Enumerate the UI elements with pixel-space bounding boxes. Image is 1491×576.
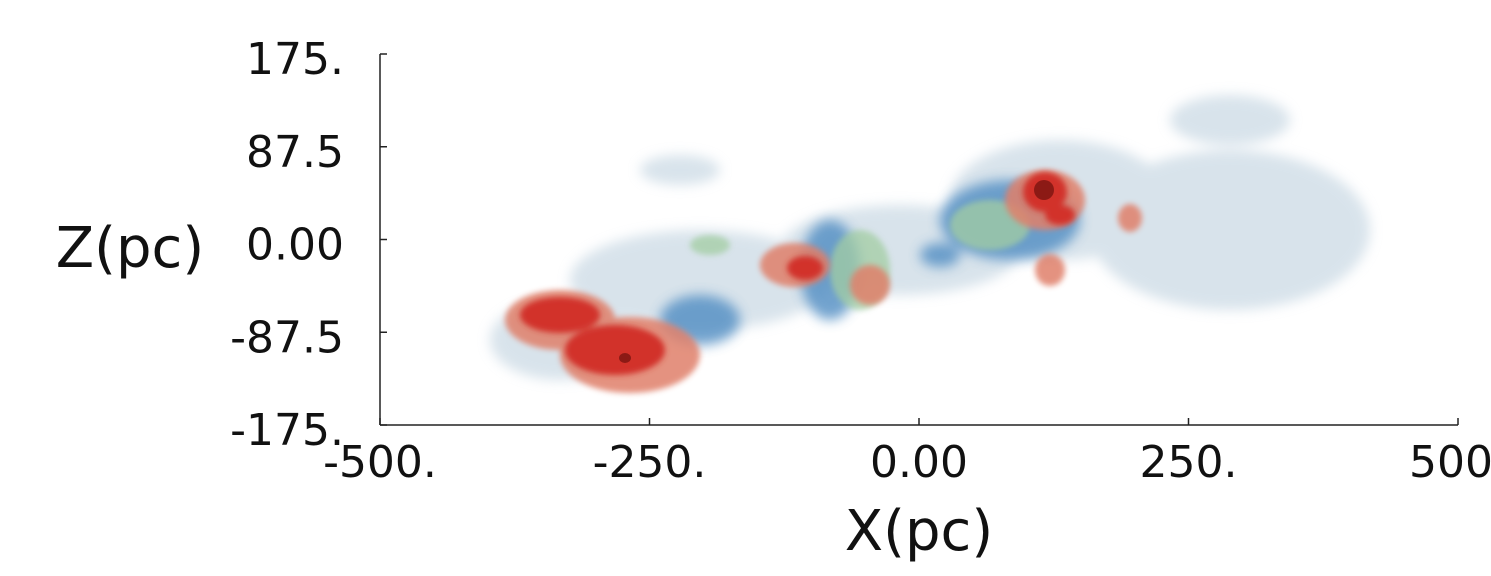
x-tick-label: -500. (323, 437, 437, 488)
y-axis-title: Z(pc) (56, 216, 204, 281)
y-tick-label: -175. (230, 405, 344, 456)
x-tick-label: 0.00 (870, 437, 968, 488)
x-axis-title: X(pc) (845, 499, 993, 564)
y-tick-label: 175. (246, 34, 344, 85)
x-tick-label: 500. (1409, 437, 1491, 488)
x-tick-label: 250. (1140, 437, 1238, 488)
y-tick-label: 0.00 (246, 220, 344, 271)
y-tick-label: 87.5 (246, 127, 344, 178)
x-tick-label: -250. (593, 437, 707, 488)
y-tick-label: -87.5 (230, 312, 344, 363)
volume-render (490, 95, 1370, 393)
